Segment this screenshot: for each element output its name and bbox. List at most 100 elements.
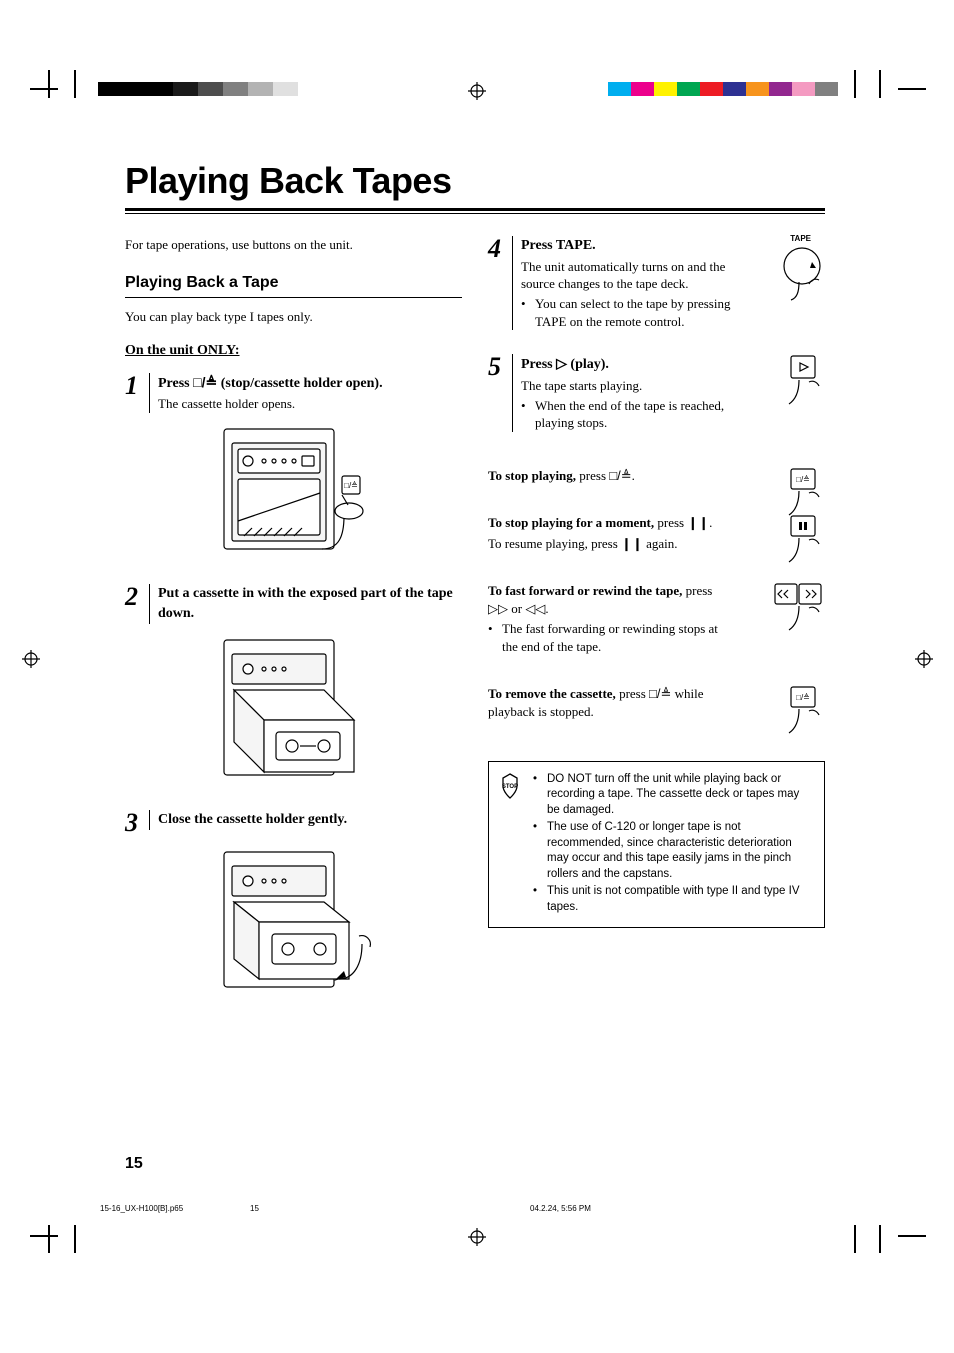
segment: press [576, 468, 609, 483]
footer-meta: 15-16_UX-H100[B].p65 15 04.2.24, 5:56 PM [100, 1204, 860, 1213]
svg-text:□/≜: □/≜ [344, 481, 358, 490]
step-title: Press ▷ (play). [521, 357, 609, 372]
cassette-close-illustration [194, 844, 394, 1004]
segment: press [654, 515, 687, 530]
svg-text:STOP: STOP [502, 784, 518, 790]
eject-button-icon: □/≜ [781, 685, 825, 740]
crop-mark [879, 1225, 881, 1253]
segment: or [508, 601, 525, 616]
step-number: 3 [125, 810, 143, 836]
bold-label: To remove the cassette, [488, 686, 616, 701]
intro-text: For tape operations, use buttons on the … [125, 236, 462, 254]
bullet-text: The fast forwarding or rewinding stops a… [502, 620, 723, 655]
pause-instruction: To stop playing for a moment, press ❙❙. … [488, 514, 723, 552]
crop-mark [48, 70, 50, 98]
remove-instruction: To remove the cassette, press □/≜ while … [488, 685, 723, 720]
step-title: Press □/≜ (stop/cassette holder open). [158, 376, 383, 391]
registration-mark-icon [468, 1228, 486, 1246]
left-column: For tape operations, use buttons on the … [125, 236, 462, 1022]
crop-mark [30, 1235, 58, 1237]
step-text: The tape starts playing. [521, 377, 756, 395]
footer-page: 15 [250, 1204, 530, 1213]
bullet-text: You can select to the tape by pressing T… [535, 295, 756, 330]
pause-symbol: ❙❙ [687, 515, 709, 530]
stop-eject-symbol: □/≜ [649, 686, 671, 701]
bold-label: To fast forward or rewind the tape, [488, 583, 682, 598]
right-column: TAPE 4 Press TAPE. The unit automaticall… [488, 236, 825, 1022]
step-text: The cassette holder opens. [158, 395, 462, 413]
page-number: 15 [125, 1155, 143, 1173]
segment: (stop/cassette holder open). [217, 376, 382, 391]
stop-eject-symbol: □/≜ [609, 468, 631, 483]
ff-symbol: ▷▷ [488, 601, 508, 616]
unit-only-label: On the unit ONLY: [125, 342, 462, 361]
segment: To resume playing, press [488, 536, 621, 551]
segment: press [616, 686, 649, 701]
cassette-open-illustration: □/≜ [194, 421, 394, 566]
registration-mark-icon [468, 82, 486, 100]
title-rule-thick [125, 208, 825, 211]
step-4: 4 Press TAPE. The unit automatically tur… [488, 236, 825, 330]
stop-warning-icon: STOP [495, 772, 525, 802]
title-rule-thin [125, 213, 825, 214]
step-5: 5 Press ▷ (play). The tape starts playin… [488, 354, 825, 432]
registration-mark-icon [915, 650, 933, 668]
crop-mark [30, 88, 58, 90]
warning-item: •This unit is not compatible with type I… [533, 884, 814, 915]
crop-mark [898, 88, 926, 90]
step-text: The unit automatically turns on and the … [521, 258, 756, 293]
crop-mark [74, 1225, 76, 1253]
pause-symbol: ❙❙ [621, 536, 643, 551]
segment: (play). [567, 357, 609, 372]
rw-symbol: ◁◁ [525, 601, 545, 616]
step-number: 2 [125, 584, 143, 610]
segment: Press [521, 357, 556, 372]
segment: again. [643, 536, 678, 551]
subhead-rule [125, 297, 462, 298]
footer-date: 04.2.24, 5:56 PM [530, 1204, 591, 1213]
warning-text: DO NOT turn off the unit while playing b… [547, 772, 814, 819]
ffrw-button-icon [771, 582, 825, 637]
step-number: 5 [488, 354, 506, 380]
warning-item: •The use of C-120 or longer tape is not … [533, 820, 814, 882]
color-bar-left [98, 82, 298, 96]
segment: . [709, 515, 712, 530]
warning-box: STOP •DO NOT turn off the unit while pla… [488, 761, 825, 929]
step-1: 1 Press □/≜ (stop/cassette holder open).… [125, 373, 462, 413]
crop-mark [74, 70, 76, 98]
crop-mark [898, 1235, 926, 1237]
svg-text:□/≜: □/≜ [796, 475, 810, 484]
step-title: Close the cassette holder gently. [158, 812, 347, 827]
svg-text:□/≜: □/≜ [796, 693, 810, 702]
page-content: Playing Back Tapes For tape operations, … [125, 160, 825, 1022]
bullet: •When the end of the tape is reached, pl… [521, 397, 756, 432]
crop-mark [854, 1225, 856, 1253]
step-number: 4 [488, 236, 506, 262]
bullet-text: When the end of the tape is reached, pla… [535, 397, 756, 432]
tape-button-icon [779, 244, 825, 304]
segment: press [682, 583, 712, 598]
segment: . [545, 601, 548, 616]
pause-button-icon [781, 514, 825, 569]
bold-label: To stop playing for a moment, [488, 515, 654, 530]
cassette-insert-illustration [194, 632, 394, 792]
step-number: 1 [125, 373, 143, 399]
segment: Press [158, 376, 193, 391]
registration-mark-icon [22, 650, 40, 668]
warning-text: The use of C-120 or longer tape is not r… [547, 820, 814, 882]
tape-type-note: You can play back type I tapes only. [125, 308, 462, 326]
warning-text: This unit is not compatible with type II… [547, 884, 814, 915]
color-bar-right [608, 82, 838, 96]
play-symbol: ▷ [556, 355, 567, 371]
step-3: 3 Close the cassette holder gently. [125, 810, 462, 836]
bold-label: To stop playing, [488, 468, 576, 483]
step-2: 2 Put a cassette in with the exposed par… [125, 584, 462, 624]
stop-eject-symbol: □/≜ [193, 374, 217, 390]
page-title: Playing Back Tapes [125, 160, 825, 202]
section-subhead: Playing Back a Tape [125, 272, 462, 294]
play-button-icon [781, 354, 825, 412]
footer-file: 15-16_UX-H100[B].p65 [100, 1204, 250, 1213]
warning-item: •DO NOT turn off the unit while playing … [533, 772, 814, 819]
crop-mark [854, 70, 856, 98]
bullet: •The fast forwarding or rewinding stops … [488, 620, 723, 655]
